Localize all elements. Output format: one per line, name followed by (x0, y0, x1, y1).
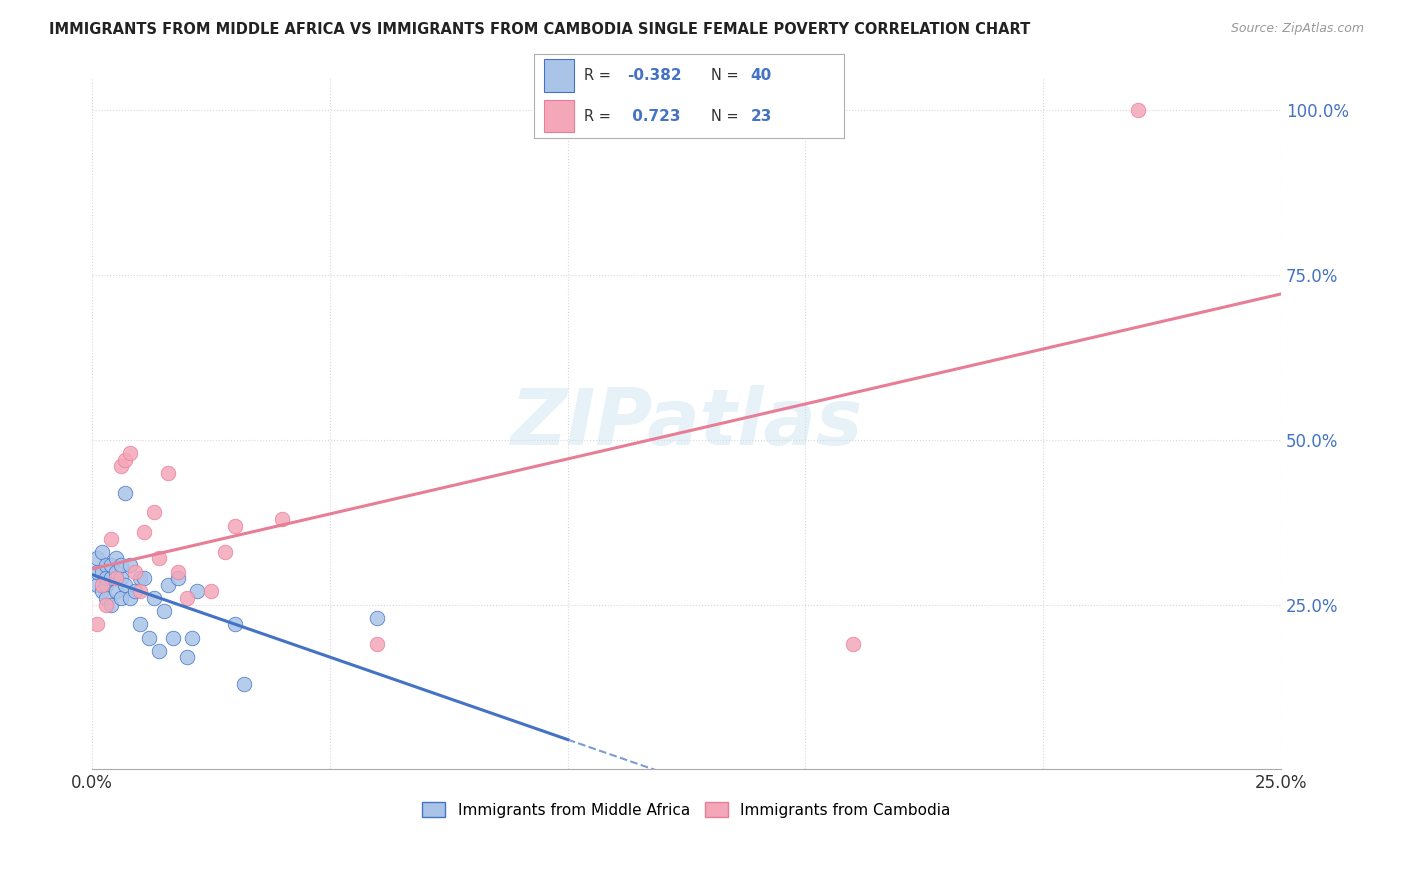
FancyBboxPatch shape (544, 60, 575, 92)
Text: R =: R = (583, 109, 610, 124)
Text: 23: 23 (751, 109, 772, 124)
Point (90, 584, 112, 599)
Point (120, 558, 142, 572)
Point (200, 584, 222, 599)
Point (224, 617, 246, 632)
Text: IMMIGRANTS FROM MIDDLE AFRICA VS IMMIGRANTS FROM CAMBODIA SINGLE FEMALE POVERTY : IMMIGRANTS FROM MIDDLE AFRICA VS IMMIGRA… (49, 22, 1031, 37)
Text: R =: R = (583, 68, 610, 83)
Point (104, 551, 127, 566)
Point (104, 584, 127, 599)
Point (90, 565, 112, 579)
Point (96, 578, 118, 592)
Point (143, 591, 166, 605)
Text: N =: N = (710, 68, 738, 83)
Point (114, 485, 136, 500)
Text: ZIPatlas: ZIPatlas (510, 385, 863, 461)
Text: 0.723: 0.723 (627, 109, 681, 124)
Point (366, 637, 388, 651)
Point (86, 617, 108, 632)
Point (166, 565, 188, 579)
Point (90, 545, 112, 559)
Point (120, 591, 142, 605)
Point (214, 545, 236, 559)
Point (110, 459, 132, 474)
Point (152, 604, 174, 618)
Point (86, 578, 108, 592)
Legend: Immigrants from Middle Africa, Immigrants from Cambodia: Immigrants from Middle Africa, Immigrant… (416, 796, 956, 824)
Point (134, 525, 156, 540)
Point (114, 452, 136, 467)
Point (186, 584, 208, 599)
Point (138, 631, 160, 645)
Point (128, 584, 150, 599)
Point (148, 643, 170, 657)
Point (100, 571, 122, 585)
Point (104, 565, 127, 579)
Point (162, 631, 184, 645)
Point (86, 565, 108, 579)
Point (86, 551, 108, 566)
Point (100, 532, 122, 546)
Point (96, 598, 118, 612)
Point (96, 571, 118, 585)
Point (157, 466, 180, 480)
Point (110, 591, 132, 605)
Point (90, 578, 112, 592)
Text: -0.382: -0.382 (627, 68, 682, 83)
Point (134, 571, 156, 585)
Point (104, 571, 127, 585)
Point (233, 676, 256, 690)
Point (166, 571, 188, 585)
Point (148, 551, 170, 566)
Point (110, 571, 132, 585)
FancyBboxPatch shape (544, 100, 575, 132)
Point (143, 505, 166, 519)
Text: N =: N = (710, 109, 738, 124)
Point (120, 446, 142, 460)
Point (124, 584, 146, 599)
Point (100, 598, 122, 612)
Point (128, 617, 150, 632)
Point (176, 650, 198, 665)
Text: 40: 40 (751, 68, 772, 83)
Point (842, 637, 865, 651)
Text: Source: ZipAtlas.com: Source: ZipAtlas.com (1230, 22, 1364, 36)
Point (271, 512, 294, 526)
Point (114, 578, 136, 592)
Point (1128, 103, 1150, 118)
Point (157, 578, 180, 592)
Point (224, 518, 246, 533)
Point (96, 591, 118, 605)
Point (181, 631, 204, 645)
Point (176, 591, 198, 605)
Point (128, 571, 150, 585)
Point (124, 565, 146, 579)
Point (96, 558, 118, 572)
Point (110, 558, 132, 572)
Point (366, 611, 388, 625)
Point (100, 558, 122, 572)
